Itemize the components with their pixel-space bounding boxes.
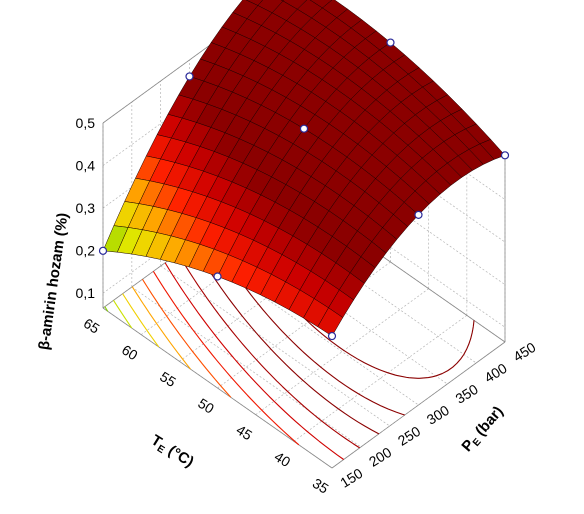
x-tick-label: 65 [81,315,103,337]
contour-line [164,262,344,460]
x-tick-label: 40 [272,448,294,470]
surface-facet [317,307,344,337]
design-point [327,331,337,341]
z-tick-label: 0,1 [76,285,96,301]
contour-line [113,300,133,329]
y-axis-title: PE (bar) [458,403,508,456]
y-tick-label: 250 [395,423,423,449]
contour-line [142,278,232,398]
x-tick-label: 50 [195,395,217,417]
box-edge [331,341,506,469]
response-surface [102,0,506,337]
wall-grid-line [275,81,506,243]
y-tick-label: 300 [424,402,452,428]
wall-grid-line [275,124,506,285]
y-tick-label: 200 [366,444,394,470]
x-tick-label: 55 [157,368,179,390]
z-tick-label: 0,3 [76,200,96,216]
contour-line [152,271,300,446]
design-points [98,38,510,341]
z-axis-title: β-amirin hozam (%) [35,212,71,351]
box-edge [102,307,333,469]
z-tick-label: 0,2 [76,243,96,259]
floor-grid-line [218,223,448,385]
contour-line [122,293,160,348]
design-point [299,124,309,133]
wall-grid-line [275,166,506,328]
x-tick-label: 60 [119,342,141,364]
design-point [414,210,423,219]
design-point [185,72,194,81]
design-point [386,38,395,47]
floor-grid-line [131,286,362,448]
z-tick-label: 0,5 [76,115,96,131]
floor-grid-line [246,202,477,364]
contour-line [131,286,191,370]
z-tick-label: 0,4 [76,158,96,174]
floor-grid-line [160,265,390,427]
floor-grid-line [189,244,419,406]
x-axis-title: TE (°C) [147,432,197,473]
design-point [213,272,222,281]
floor-contours [104,216,475,460]
y-tick-label: 150 [337,465,365,491]
y-tick-label: 350 [453,381,481,407]
contour-line [104,306,109,312]
design-point [98,246,108,255]
x-tick-label: 35 [310,475,332,497]
x-tick-label: 45 [233,422,255,444]
y-tick-label: 400 [481,360,509,386]
design-point [500,151,510,160]
y-tick-label: 450 [510,339,538,365]
